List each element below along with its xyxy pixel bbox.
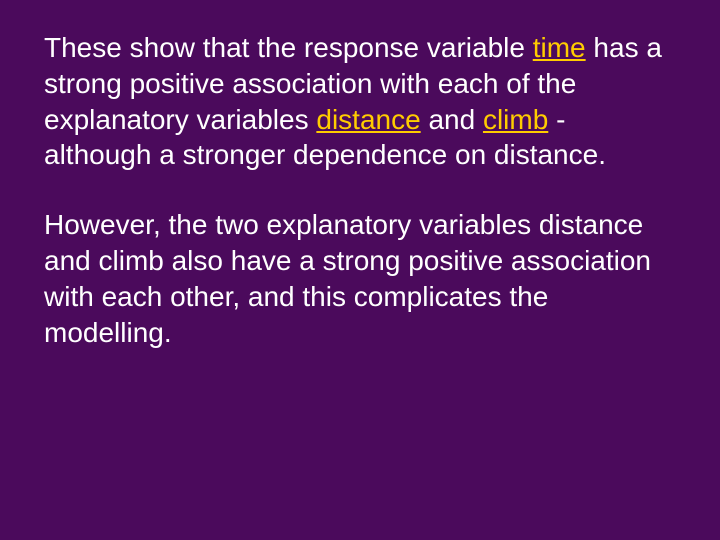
keyword-time: time xyxy=(533,32,586,63)
paragraph-2: However, the two explanatory variables d… xyxy=(44,207,676,350)
keyword-climb: climb xyxy=(483,104,548,135)
slide-body: These show that the response variable ti… xyxy=(0,0,720,540)
text-run: These show that the response variable xyxy=(44,32,533,63)
text-run: and xyxy=(421,104,483,135)
text-run: However, the two explanatory variables d… xyxy=(44,209,651,347)
keyword-distance: distance xyxy=(316,104,420,135)
paragraph-1: These show that the response variable ti… xyxy=(44,30,676,173)
